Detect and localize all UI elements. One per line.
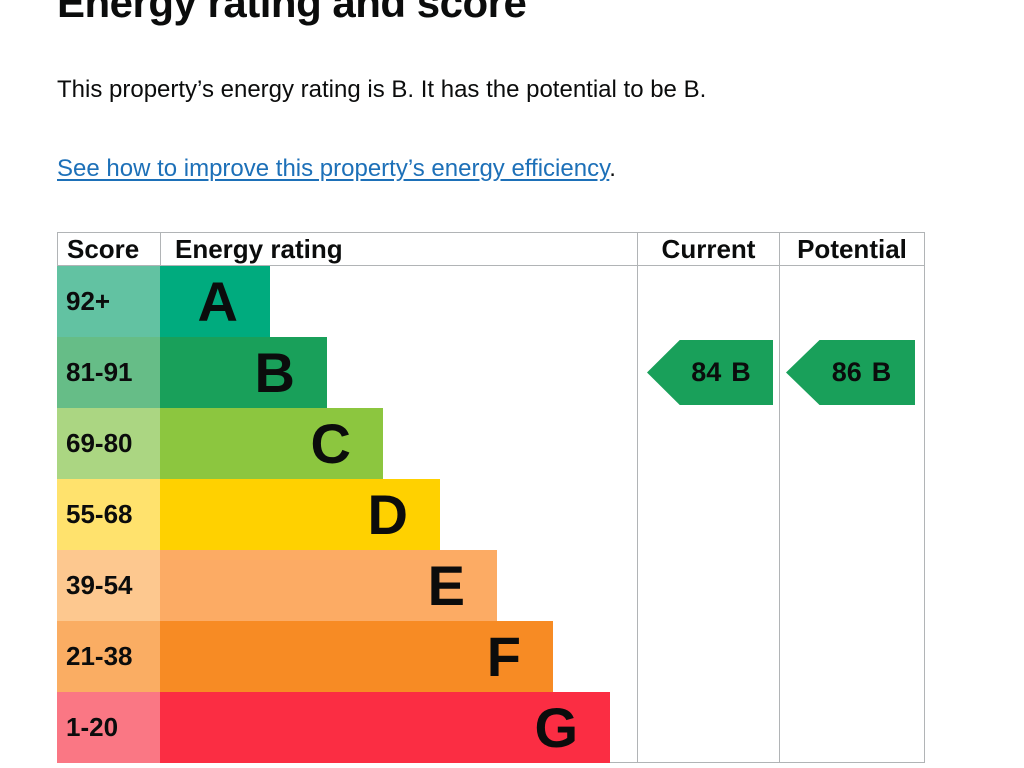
score-range-e: 39-54 — [57, 550, 160, 621]
epc-rating-table: Score Energy rating Current Potential 92… — [57, 232, 925, 763]
column-header-potential: Potential — [779, 233, 925, 265]
current-rating-value: 84 — [691, 357, 722, 387]
improve-efficiency-link[interactable]: See how to improve this property’s energ… — [57, 155, 610, 182]
rating-bar-a: A — [160, 266, 270, 337]
epc-table-body: 92+ A 81-91 B 69-80 C 55-68 D 39-54 E 21-38 F 1-20 G … — [57, 266, 925, 763]
potential-rating-value: 86 — [831, 357, 862, 387]
score-range-d: 55-68 — [57, 479, 160, 550]
epc-band-row-c: 69-80 C — [57, 408, 925, 479]
epc-band-row-f: 21-38 F — [57, 621, 925, 692]
score-range-g: 1-20 — [57, 692, 160, 763]
epc-band-row-a: 92+ A — [57, 266, 925, 337]
potential-column-left-rule — [779, 266, 780, 762]
rating-bar-b: B — [160, 337, 327, 408]
epc-band-row-d: 55-68 D — [57, 479, 925, 550]
rating-bar-c: C — [160, 408, 383, 479]
column-header-energy-rating: Energy rating — [160, 233, 637, 265]
current-rating-letter: B — [731, 357, 751, 387]
rating-bar-g: G — [160, 692, 610, 763]
score-range-c: 69-80 — [57, 408, 160, 479]
rating-bar-f: F — [160, 621, 553, 692]
epc-table-header: Score Energy rating Current Potential — [57, 232, 925, 266]
epc-band-row-e: 39-54 E — [57, 550, 925, 621]
link-suffix: . — [609, 155, 616, 182]
score-range-b: 81-91 — [57, 337, 160, 408]
improve-link-row: See how to improve this property’s energ… — [57, 155, 616, 184]
rating-bar-e: E — [160, 550, 497, 621]
column-header-score: Score — [57, 233, 160, 265]
current-column-left-rule — [637, 266, 638, 762]
epc-band-row-b: 81-91 B — [57, 337, 925, 408]
score-range-a: 92+ — [57, 266, 160, 337]
energy-rating-summary: This property’s energy rating is B. It h… — [57, 76, 707, 103]
table-right-rule — [924, 266, 925, 762]
rating-bar-d: D — [160, 479, 440, 550]
page-title: Energy rating and score — [57, 0, 527, 26]
column-header-current: Current — [637, 233, 779, 265]
epc-band-row-g: 1-20 G — [57, 692, 925, 763]
potential-rating-letter: B — [871, 357, 892, 387]
score-range-f: 21-38 — [57, 621, 160, 692]
